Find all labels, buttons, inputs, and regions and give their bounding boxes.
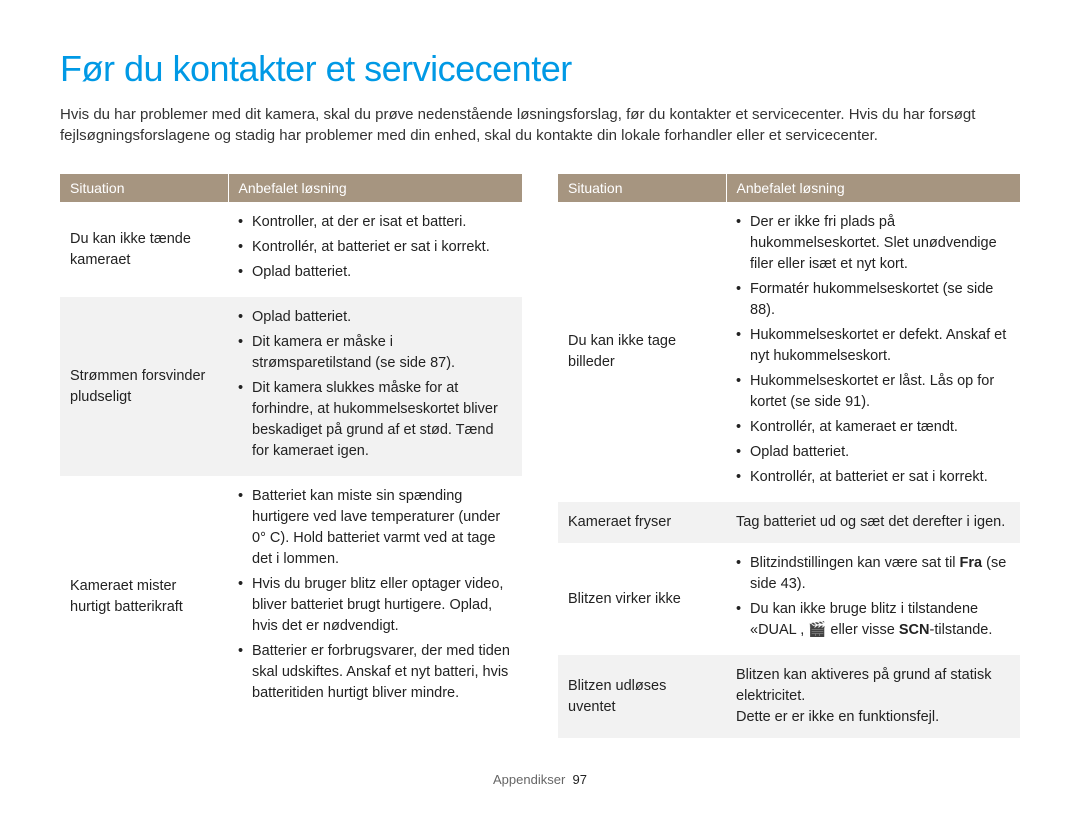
table-row: Kameraet mister hurtigt batterikraft Bat…: [60, 476, 522, 718]
solution-list: Blitzindstillingen kan være sat til Fra …: [736, 553, 1010, 641]
scn-mode-text: SCN: [899, 622, 930, 638]
list-item: Oplad batteriet.: [736, 442, 1010, 463]
solution-list: Batteriet kan miste sin spænding hurtige…: [238, 486, 512, 704]
table-row: Strømmen forsvinder pludseligt Oplad bat…: [60, 297, 522, 476]
list-item: Hukommelseskortet er låst. Lås op for ko…: [736, 371, 1010, 413]
header-situation: Situation: [60, 174, 228, 202]
page-title: Før du kontakter et servicecenter: [60, 48, 1020, 90]
left-column: Situation Anbefalet løsning Du kan ikke …: [60, 174, 522, 738]
list-item: Kontrollér, at kameraet er tændt.: [736, 417, 1010, 438]
solution-cell: Kontroller, at der er isat et batteri. K…: [228, 202, 522, 297]
list-item: Hvis du bruger blitz eller optager video…: [238, 574, 512, 637]
table-header-row: Situation Anbefalet løsning: [60, 174, 522, 202]
solution-list: Der er ikke fri plads på hukommelseskort…: [736, 212, 1010, 488]
header-solution: Anbefalet løsning: [228, 174, 522, 202]
situation-cell: Du kan ikke tænde kameraet: [60, 202, 228, 297]
list-item: Kontrollér, at batteriet er sat i korrek…: [736, 467, 1010, 488]
situation-cell: Strømmen forsvinder pludseligt: [60, 297, 228, 476]
list-item: Batteriet kan miste sin spænding hurtige…: [238, 486, 512, 570]
situation-cell: Du kan ikke tage billeder: [558, 202, 726, 502]
right-column: Situation Anbefalet løsning Du kan ikke …: [558, 174, 1020, 738]
list-item: Der er ikke fri plads på hukommelseskort…: [736, 212, 1010, 275]
table-row: Blitzen virker ikke Blitzindstillingen k…: [558, 543, 1020, 655]
list-item: Dit kamera slukkes måske for at forhindr…: [238, 378, 512, 462]
footer-section: Appendikser: [493, 772, 565, 787]
list-item: Du kan ikke bruge blitz i tilstandene «D…: [736, 599, 1010, 641]
situation-cell: Blitzen udløses uventet: [558, 655, 726, 738]
solution-list: Oplad batteriet. Dit kamera er måske i s…: [238, 307, 512, 462]
solution-cell: Blitzindstillingen kan være sat til Fra …: [726, 543, 1020, 655]
content-columns: Situation Anbefalet løsning Du kan ikke …: [60, 174, 1020, 738]
text-segment: eller visse: [826, 622, 899, 638]
solution-cell: Batteriet kan miste sin spænding hurtige…: [228, 476, 522, 718]
list-item: Kontroller, at der er isat et batteri.: [238, 212, 512, 233]
intro-text: Hvis du har problemer med dit kamera, sk…: [60, 104, 1020, 146]
mode-icons: «DUAL , 🎬: [750, 622, 826, 638]
list-item: Kontrollér, at batteriet er sat i korrek…: [238, 237, 512, 258]
solution-cell: Oplad batteriet. Dit kamera er måske i s…: [228, 297, 522, 476]
list-item: Dit kamera er måske i strømsparetilstand…: [238, 332, 512, 374]
solution-cell: Blitzen kan aktiveres på grund af statis…: [726, 655, 1020, 738]
list-item: Oplad batteriet.: [238, 262, 512, 283]
table-row: Blitzen udløses uventet Blitzen kan akti…: [558, 655, 1020, 738]
solution-list: Kontroller, at der er isat et batteri. K…: [238, 212, 512, 283]
solution-cell: Der er ikke fri plads på hukommelseskort…: [726, 202, 1020, 502]
list-item: Batterier er forbrugsvarer, der med tide…: [238, 641, 512, 704]
situation-cell: Kameraet mister hurtigt batterikraft: [60, 476, 228, 718]
list-item: Oplad batteriet.: [238, 307, 512, 328]
text-segment: -tilstande.: [930, 622, 993, 638]
list-item: Blitzindstillingen kan være sat til Fra …: [736, 553, 1010, 595]
header-situation: Situation: [558, 174, 726, 202]
text-segment: Blitzindstillingen kan være sat til: [750, 555, 960, 571]
page-footer: Appendikser 97: [0, 772, 1080, 787]
header-solution: Anbefalet løsning: [726, 174, 1020, 202]
text-segment: Du kan ikke bruge blitz i tilstandene: [750, 601, 978, 617]
bold-text: Fra: [960, 555, 983, 571]
table-header-row: Situation Anbefalet løsning: [558, 174, 1020, 202]
table-row: Du kan ikke tænde kameraet Kontroller, a…: [60, 202, 522, 297]
list-item: Hukommelseskortet er defekt. Anskaf et n…: [736, 325, 1010, 367]
troubleshoot-table-left: Situation Anbefalet løsning Du kan ikke …: [60, 174, 522, 718]
list-item: Formatér hukommelseskortet (se side 88).: [736, 279, 1010, 321]
table-row: Kameraet fryser Tag batteriet ud og sæt …: [558, 502, 1020, 543]
solution-cell: Tag batteriet ud og sæt det derefter i i…: [726, 502, 1020, 543]
situation-cell: Blitzen virker ikke: [558, 543, 726, 655]
table-row: Du kan ikke tage billeder Der er ikke fr…: [558, 202, 1020, 502]
footer-page-number: 97: [573, 772, 587, 787]
troubleshoot-table-right: Situation Anbefalet løsning Du kan ikke …: [558, 174, 1020, 738]
situation-cell: Kameraet fryser: [558, 502, 726, 543]
